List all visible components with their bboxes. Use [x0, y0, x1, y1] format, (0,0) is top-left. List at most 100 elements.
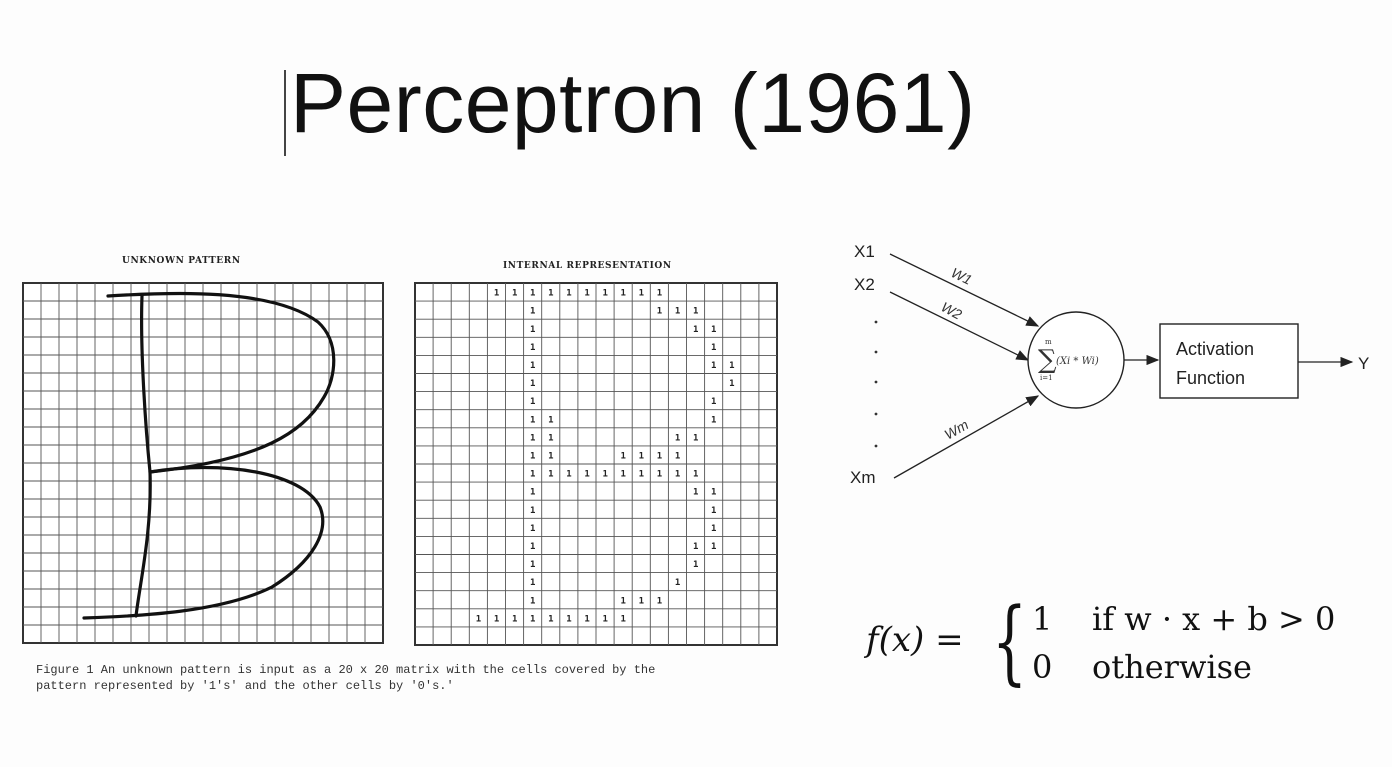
matrix-cell-one: 1 — [512, 614, 517, 624]
matrix-cell-one: 1 — [657, 596, 662, 606]
arrow-x1 — [889, 253, 1040, 327]
unknown-pattern-label: UNKNOWN PATTERN — [122, 256, 241, 266]
unknown-pattern-grid — [22, 282, 384, 644]
input-xm-label: Xm — [850, 468, 876, 487]
activation-function-box — [1159, 323, 1299, 399]
matrix-cell-one: 1 — [548, 289, 553, 299]
case-1-condition: if w · x + b > 0 — [1092, 600, 1336, 638]
matrix-cell-one: 1 — [675, 470, 680, 480]
step-function-formula: f(x) = { 1 if w · x + b > 0 0 otherwise — [862, 592, 1382, 702]
matrix-cell-one: 1 — [530, 488, 535, 498]
matrix-cell-one: 1 — [621, 614, 626, 624]
matrix-cell-one: 1 — [711, 542, 716, 552]
input-x2-label: X2 — [854, 275, 875, 294]
matrix-cell-one: 1 — [693, 560, 698, 570]
matrix-cell-one: 1 — [494, 289, 499, 299]
output-y-label: Y — [1358, 354, 1369, 373]
matrix-cell-one: 1 — [657, 451, 662, 461]
ellipsis-dots — [874, 320, 878, 448]
matrix-cell-one: 1 — [530, 307, 535, 317]
matrix-cell-one: 1 — [621, 596, 626, 606]
matrix-cell-one: 1 — [602, 470, 607, 480]
matrix-cell-one: 1 — [530, 451, 535, 461]
matrix-cell-one: 1 — [548, 614, 553, 624]
matrix-cell-one: 1 — [711, 361, 716, 371]
matrix-cell-one: 1 — [693, 307, 698, 317]
matrix-cell-one: 1 — [530, 325, 535, 335]
internal-representation-label: INTERNAL REPRESENTATION — [503, 261, 672, 271]
matrix-cell-one: 1 — [639, 596, 644, 606]
matrix-cell-one: 1 — [602, 614, 607, 624]
matrix-cell-one: 1 — [548, 415, 553, 425]
input-x1-label: X1 — [854, 242, 875, 261]
summation-icon: m ∑ i=1 (Xi * Wi) — [1038, 338, 1099, 382]
activation-label-line-2: Function — [1176, 368, 1245, 388]
internal-representation-grid: 1 1 1 1 1 1 1 1 1 1 1 1 1 1 1 1 1 1 1 1 1 1 1 1 1 1 1 1 1 1 1 1 1 1 1 1 1 1 1 1… — [414, 282, 778, 646]
svg-text:∑: ∑ — [1038, 345, 1057, 375]
perceptron-diagram: X1 X2 Xm W1 W2 Wm m ∑ i=1 (Xi * Wi) — [840, 230, 1380, 500]
matrix-cell-one: 1 — [530, 506, 535, 516]
matrix-cell-one: 1 — [530, 415, 535, 425]
matrix-cell-one: 1 — [711, 325, 716, 335]
matrix-cell-one: 1 — [711, 397, 716, 407]
svg-text:(Xi * Wi): (Xi * Wi) — [1056, 356, 1099, 367]
figure-caption-line-2: pattern represented by '1's' and the oth… — [36, 679, 454, 693]
formula-case-1: 1 if w · x + b > 0 — [1032, 600, 1335, 638]
matrix-cell-one: 1 — [675, 578, 680, 588]
matrix-cell-one: 1 — [530, 596, 535, 606]
matrix-cell-one: 1 — [729, 361, 734, 371]
matrix-cell-one: 1 — [530, 542, 535, 552]
svg-text:i=1: i=1 — [1040, 374, 1053, 382]
matrix-cell-one: 1 — [584, 614, 589, 624]
matrix-cell-one: 1 — [657, 289, 662, 299]
matrix-cell-one: 1 — [602, 289, 607, 299]
matrix-cell-one: 1 — [530, 560, 535, 570]
matrix-cell-one: 1 — [621, 289, 626, 299]
matrix-cell-one: 1 — [584, 289, 589, 299]
matrix-cell-one: 1 — [657, 470, 662, 480]
case-1-value: 1 — [1032, 600, 1053, 638]
matrix-cell-one: 1 — [639, 451, 644, 461]
hand-drawn-b-icon — [82, 291, 336, 620]
matrix-cell-one: 1 — [530, 433, 535, 443]
matrix-cell-one: 1 — [530, 343, 535, 353]
matrix-cell-one: 1 — [584, 470, 589, 480]
text-cursor — [284, 70, 286, 156]
left-brace-icon: { — [992, 588, 1028, 695]
matrix-cell-one: 1 — [711, 524, 716, 534]
matrix-cell-one: 1 — [675, 307, 680, 317]
matrix-cell-one: 1 — [494, 614, 499, 624]
activation-label-line-1: Activation — [1176, 339, 1254, 359]
matrix-cell-one: 1 — [657, 307, 662, 317]
matrix-cell-one: 1 — [530, 578, 535, 588]
matrix-cell-one: 1 — [693, 470, 698, 480]
matrix-cell-one: 1 — [530, 397, 535, 407]
matrix-cell-one: 1 — [675, 451, 680, 461]
svg-text:m: m — [1045, 338, 1052, 346]
figure-caption: Figure 1 An unknown pattern is input as … — [36, 662, 796, 694]
matrix-cell-one: 1 — [566, 289, 571, 299]
matrix-cell-one: 1 — [693, 325, 698, 335]
weight-w2-label: W2 — [939, 299, 965, 323]
weight-wm-label: Wm — [942, 416, 972, 442]
case-2-condition: otherwise — [1092, 648, 1252, 686]
matrix-cell-one: 1 — [476, 614, 481, 624]
matrix-cell-one: 1 — [548, 451, 553, 461]
formula-case-2: 0 otherwise — [1032, 648, 1252, 686]
matrix-cell-one: 1 — [693, 488, 698, 498]
matrix-cell-one: 1 — [530, 289, 535, 299]
matrix-cell-one: 1 — [639, 470, 644, 480]
figure-caption-line-1: Figure 1 An unknown pattern is input as … — [36, 663, 656, 677]
matrix-cell-one: 1 — [639, 289, 644, 299]
matrix-cell-one: 1 — [548, 470, 553, 480]
matrix-cell-one: 1 — [711, 343, 716, 353]
case-2-value: 0 — [1032, 648, 1053, 686]
matrix-cell-one: 1 — [711, 488, 716, 498]
matrix-cell-one: 1 — [530, 614, 535, 624]
matrix-cell-one: 1 — [512, 289, 517, 299]
matrix-cell-one: 1 — [621, 451, 626, 461]
matrix-cell-one: 1 — [693, 542, 698, 552]
arrow-x2 — [889, 291, 1030, 361]
matrix-cell-one: 1 — [566, 470, 571, 480]
matrix-cell-one: 1 — [693, 433, 698, 443]
